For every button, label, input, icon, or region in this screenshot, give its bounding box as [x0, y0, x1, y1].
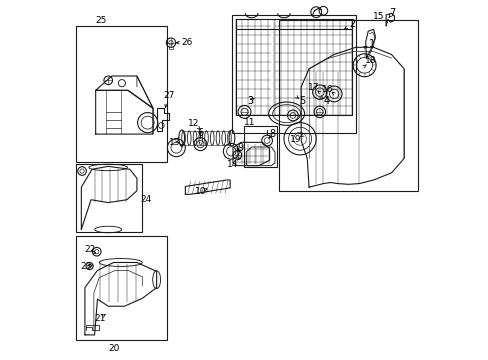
Text: 2: 2 — [348, 19, 354, 29]
Text: 24: 24 — [140, 195, 151, 204]
Text: 19: 19 — [289, 135, 301, 144]
Bar — [244, 126, 276, 167]
Text: 20: 20 — [108, 344, 119, 353]
Text: 23: 23 — [80, 262, 91, 271]
Text: 25: 25 — [95, 16, 106, 25]
Text: 10: 10 — [195, 187, 206, 196]
Text: 16: 16 — [322, 85, 333, 94]
Text: 4: 4 — [323, 96, 329, 106]
Text: 13: 13 — [168, 138, 180, 147]
Text: 21: 21 — [95, 314, 106, 323]
Text: 12: 12 — [187, 119, 199, 128]
Bar — [231, 15, 355, 134]
Text: 1: 1 — [368, 40, 374, 49]
Text: 11: 11 — [244, 118, 255, 127]
Text: 3: 3 — [246, 96, 252, 106]
Text: 7: 7 — [388, 8, 395, 18]
Text: 15: 15 — [372, 12, 384, 21]
Bar — [76, 235, 167, 339]
Text: 26: 26 — [181, 38, 192, 47]
Bar — [76, 164, 142, 232]
Text: 8: 8 — [269, 129, 275, 139]
Text: 6: 6 — [197, 129, 203, 138]
Text: 5: 5 — [298, 96, 305, 106]
Text: 17: 17 — [307, 83, 319, 92]
Bar — [278, 21, 418, 191]
Text: 9: 9 — [237, 143, 244, 153]
Text: 27: 27 — [163, 91, 175, 100]
Text: 22: 22 — [84, 246, 95, 255]
Text: 14: 14 — [227, 160, 238, 169]
Text: 18: 18 — [365, 57, 376, 66]
Bar — [76, 26, 167, 162]
